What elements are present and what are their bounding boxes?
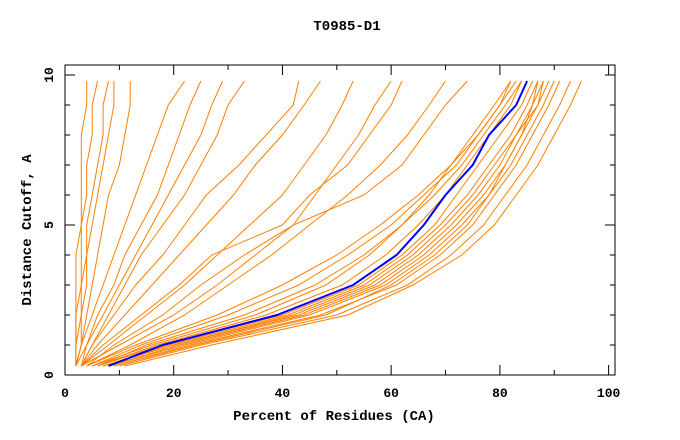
series-line-21	[80, 80, 321, 367]
y-tick-label: 5	[42, 221, 57, 229]
x-tick-label: 80	[492, 386, 508, 401]
x-axis-label: Percent of Residues (CA)	[233, 409, 435, 425]
series-line-13	[113, 80, 539, 367]
x-tick-label: 40	[275, 386, 291, 401]
series-line-12	[86, 80, 512, 367]
series-line-7	[124, 80, 582, 367]
y-axis-label: Distance Cutoff, A	[20, 154, 36, 306]
series-line-9	[102, 80, 544, 367]
series-line-5	[113, 80, 561, 367]
series-line-22	[80, 80, 300, 367]
series-line-15	[102, 80, 544, 367]
chart-title: T0985-D1	[313, 19, 380, 35]
x-tick-label: 60	[383, 386, 399, 401]
series-line-25	[75, 80, 202, 367]
series-line-20	[80, 80, 403, 367]
series-line-11	[108, 80, 555, 367]
x-tick-label: 100	[597, 386, 621, 401]
series-line-26	[75, 80, 186, 367]
series-line-19	[80, 80, 354, 367]
y-tick-label: 10	[42, 67, 57, 83]
series-line-2	[97, 80, 523, 367]
x-tick-label: 0	[61, 386, 69, 401]
series-line-3	[102, 80, 539, 367]
series-line-6	[119, 80, 571, 367]
series-line-23	[80, 80, 245, 367]
series-line-14	[97, 80, 533, 367]
series-line-4	[108, 80, 550, 367]
x-tick-label: 20	[166, 386, 182, 401]
plot-frame	[64, 64, 616, 376]
series-line-27	[75, 81, 131, 367]
series-line-24	[80, 80, 224, 367]
series-line-28	[75, 81, 115, 367]
axes-group: 0 20 40 60 80 100 0 5 10	[42, 65, 620, 401]
series-line-29	[75, 80, 109, 366]
series-line-16	[86, 80, 446, 367]
series-line-31	[75, 81, 88, 366]
y-tick-label: 0	[42, 371, 57, 379]
curves-group	[75, 80, 582, 367]
series-line-8	[97, 80, 523, 367]
highlight-series-line	[108, 80, 529, 367]
series-line-18	[86, 80, 392, 367]
